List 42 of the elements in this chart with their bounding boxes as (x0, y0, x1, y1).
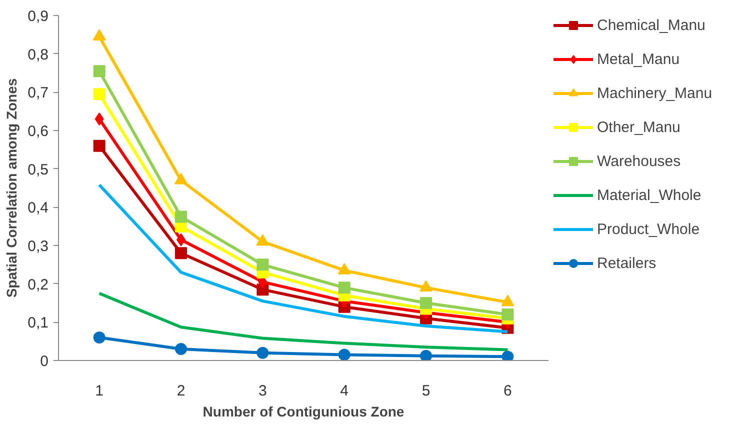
point (420, 350, 432, 360)
point (93, 65, 106, 78)
x-tick-label: 1 (95, 382, 104, 400)
legend-label: Warehouses (597, 152, 681, 170)
x-tick-label: 4 (340, 382, 349, 400)
y-tick-label: 0,1 (28, 314, 49, 332)
y-tick-label: 0,2 (28, 276, 49, 294)
legend-label: Other_Manu (597, 118, 680, 136)
y-tick-label: 0,4 (28, 200, 49, 217)
y-tick-label: 0,8 (28, 46, 49, 64)
legend-label: Retailers (597, 254, 656, 272)
legend-label: Product_Whole (597, 220, 700, 238)
point (338, 348, 350, 360)
point (338, 282, 350, 294)
x-tick-label: 2 (176, 382, 186, 400)
point (93, 140, 106, 152)
x-tick-label: 3 (258, 382, 267, 400)
point (420, 297, 432, 309)
point (94, 112, 104, 126)
y-tick-label: 0,7 (28, 84, 49, 102)
y-tick-label: 0,6 (28, 123, 49, 140)
point (93, 88, 106, 100)
point (175, 210, 187, 223)
y-tick-label: 0 (40, 353, 48, 370)
legend-label: Machinery_Manu (597, 84, 712, 102)
point (93, 332, 106, 344)
x-axis-title: Number of Contigunious Zone (202, 404, 404, 420)
point (175, 247, 187, 260)
legend-label: Chemical_Manu (597, 16, 706, 34)
point (175, 343, 187, 355)
legend-label: Material_Whole (597, 186, 702, 204)
legend-label: Metal_Manu (597, 50, 680, 68)
point (502, 308, 514, 320)
y-axis-title: Spatial Correlation among Zones (4, 78, 20, 298)
point (256, 346, 269, 359)
y-tick-label: 0,5 (28, 161, 49, 178)
point (502, 350, 514, 360)
x-tick-label: 6 (503, 382, 512, 400)
y-tick-label: 0,9 (28, 8, 49, 25)
x-tick-label: 5 (422, 382, 430, 400)
y-tick-label: 0,3 (28, 238, 49, 255)
point (256, 258, 269, 271)
